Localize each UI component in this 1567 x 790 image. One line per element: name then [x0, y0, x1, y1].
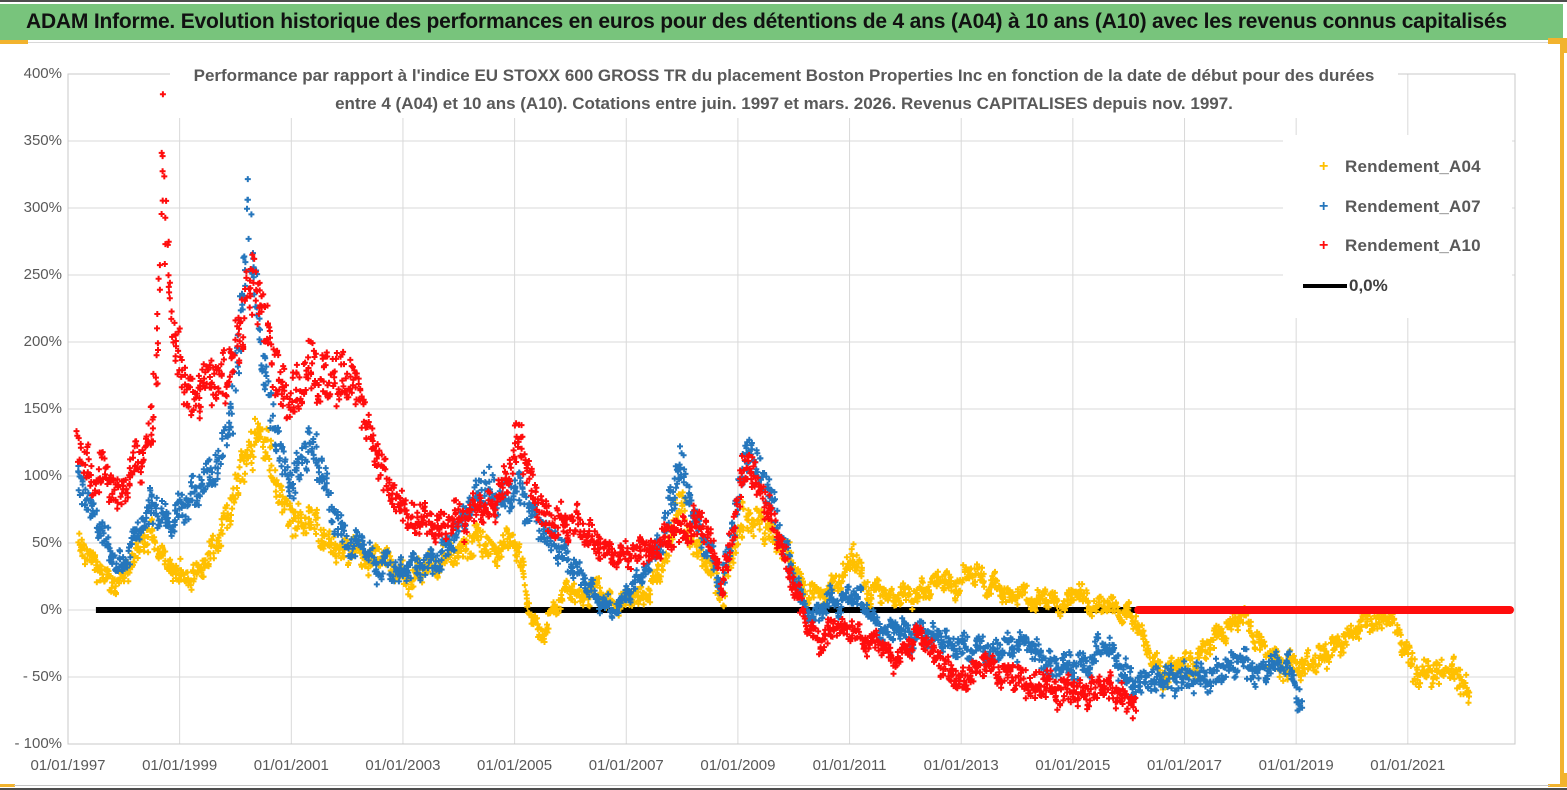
chart-legend: + Rendement_A04 + Rendement_A07 + Rendement_A… — [1283, 135, 1512, 318]
x-axis-label: 01/01/2001 — [253, 757, 329, 774]
legend-item-rendement-a07: + Rendement_A07 — [1283, 197, 1512, 217]
legend-line-swatch — [1303, 284, 1347, 289]
legend-item-0-0-: 0,0% — [1283, 276, 1512, 296]
y-axis-label: 400% — [23, 65, 62, 82]
legend-plus-marker-icon: + — [1319, 237, 1329, 255]
y-axis-label: - 100% — [14, 735, 62, 752]
x-axis-label: 01/01/1997 — [30, 757, 106, 774]
y-axis-label: 50% — [31, 534, 62, 551]
y-axis-label: 300% — [23, 199, 62, 216]
legend-item-rendement-a10: + Rendement_A10 — [1283, 236, 1512, 256]
legend-label: Rendement_A10 — [1345, 236, 1481, 256]
legend-label: Rendement_A07 — [1345, 196, 1481, 216]
x-axis-label: 01/01/2009 — [700, 757, 776, 774]
gold-accent-top-left — [0, 40, 28, 46]
y-axis-label: 200% — [23, 333, 62, 350]
x-axis-label: 01/01/2007 — [588, 757, 664, 774]
header-divider — [0, 42, 1563, 43]
legend-label: Rendement_A04 — [1345, 156, 1481, 176]
x-axis-label: 01/01/2005 — [477, 757, 553, 774]
gold-border-right — [1558, 46, 1564, 776]
y-axis-label: 100% — [23, 467, 62, 484]
x-axis-label: 01/01/2015 — [1035, 757, 1111, 774]
y-axis-label: - 50% — [22, 668, 62, 685]
page-title: ADAM Informe. Evolution historique des p… — [26, 10, 1507, 33]
legend-plus-marker-icon: + — [1319, 157, 1329, 175]
y-axis-label: 250% — [23, 266, 62, 283]
legend-item-rendement-a04: + Rendement_A04 — [1283, 157, 1512, 177]
x-axis-label: 01/01/2013 — [923, 757, 999, 774]
y-axis-label: 150% — [23, 400, 62, 417]
scatter-series-rendement_a07 — [75, 176, 1306, 714]
x-axis-label: 01/01/2021 — [1370, 757, 1446, 774]
x-axis-label: 01/01/2011 — [812, 757, 887, 774]
scatter-series-rendement_a10 — [73, 91, 1139, 722]
bottom-cell-border — [14, 785, 1550, 786]
chart-title: Performance par rapport à l'indice EU ST… — [170, 62, 1398, 118]
y-axis-label: 350% — [23, 132, 62, 149]
chart-title-line1: Performance par rapport à l'indice EU ST… — [193, 66, 1375, 85]
legend-plus-marker-icon: + — [1319, 197, 1329, 215]
x-axis-label: 01/01/1999 — [142, 757, 218, 774]
chart-title-line2: entre 4 (A04) et 10 ans (A10). Cotations… — [335, 94, 1233, 113]
y-axis-label: 0% — [40, 601, 62, 618]
header-bar: ADAM Informe. Evolution historique des p… — [0, 4, 1563, 40]
x-axis-label: 01/01/2017 — [1146, 757, 1223, 774]
x-axis-label: 01/01/2003 — [365, 757, 441, 774]
x-axis-label: 01/01/2019 — [1258, 757, 1334, 774]
legend-label: 0,0% — [1349, 276, 1388, 296]
